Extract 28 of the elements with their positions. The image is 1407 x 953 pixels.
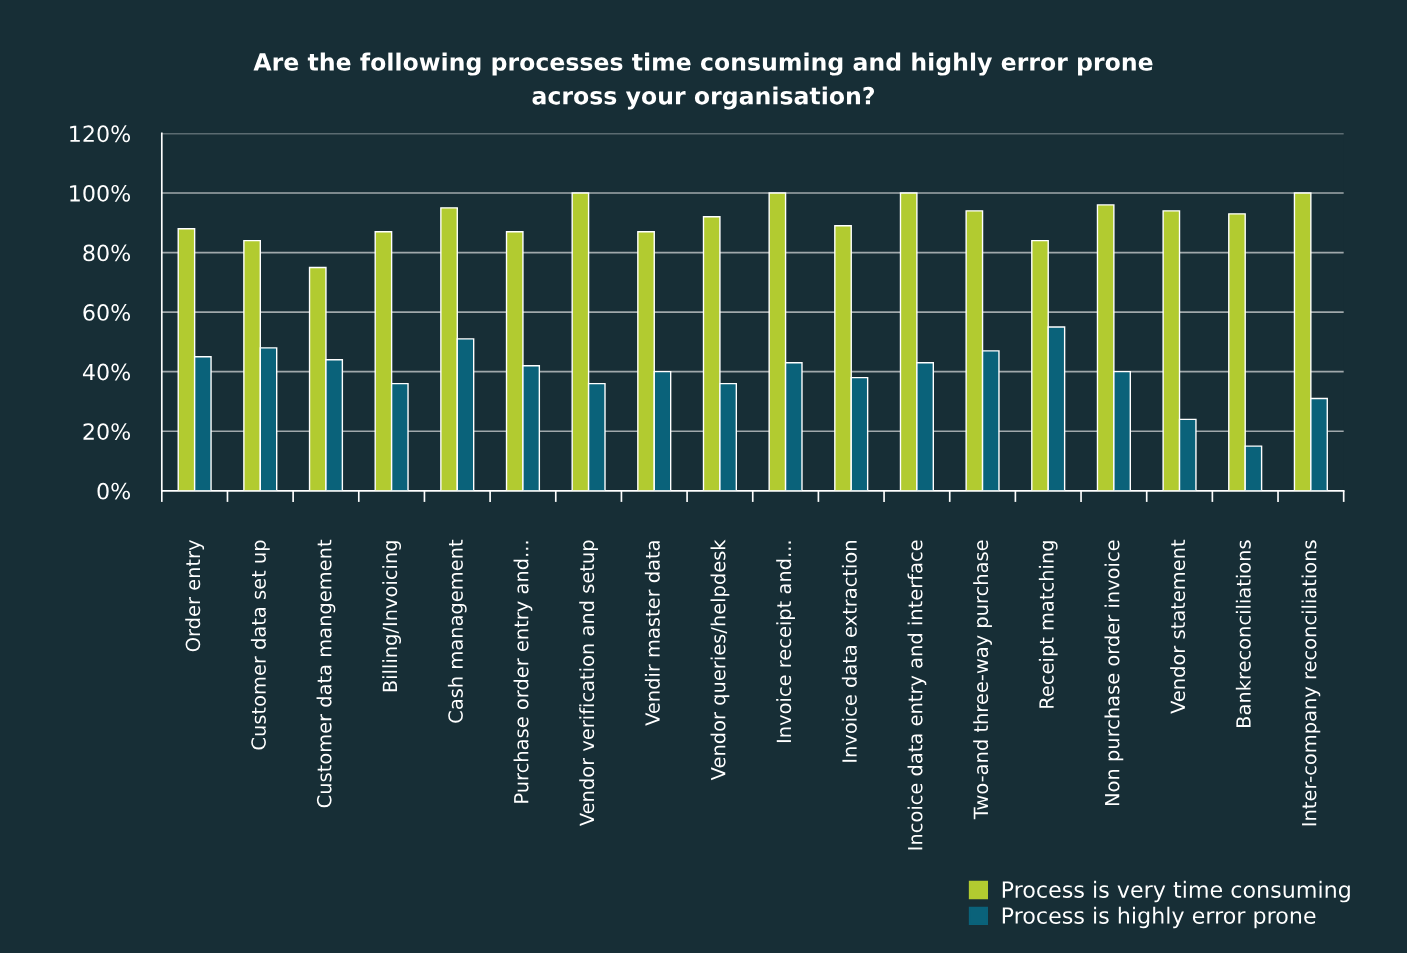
x-tick-label: Two-and three-way purchase [973,540,992,820]
x-tick-label: Purchase order entry and... [513,541,533,803]
x-tick-label: Billing/Invoicing [382,541,402,692]
x-tick-label: Vendor queries/helpdesk [710,539,730,781]
legend-label: Process is highly error prone [1002,906,1316,929]
x-tick-label: Vendor verification and setup [579,540,598,827]
x-tick-label: Vendir master data [644,541,660,726]
x-tick-label: Inter-company reconciliations [1301,540,1321,826]
x-tick-label: Order entry [185,539,205,652]
x-tick-label: Vendor statement [1170,539,1186,714]
legend-label: Process is very time consuming [1002,880,1350,903]
y-tick-label: 0% [97,482,131,500]
y-tick-label: 20% [83,423,131,440]
x-tick-label: Non purchase order invoice [1104,540,1124,806]
y-tick-label: 80% [83,244,131,262]
x-tick-label: Bankreconciliations [1235,540,1251,727]
x-tick-label: Receipt matching [1038,541,1058,708]
x-tick-label: Invoice receipt and... [776,541,795,743]
x-tick-label: Customer data mangement [316,539,336,808]
x-tick-label: Invoice data extraction [841,541,857,762]
y-tick-label: 60% [83,304,131,321]
x-tick-label: Incoice data entry and interface [907,540,927,850]
x-tick-label: Cash management [447,539,467,723]
chart-title: Are the following processes time consuming and highly error prone across your organisation? [253,52,1153,110]
y-tick-label: 40% [82,363,131,381]
y-tick-label: 120% [70,125,131,143]
x-tick-label: Customer data set up [250,540,270,750]
y-tick-label: 100% [70,184,131,202]
